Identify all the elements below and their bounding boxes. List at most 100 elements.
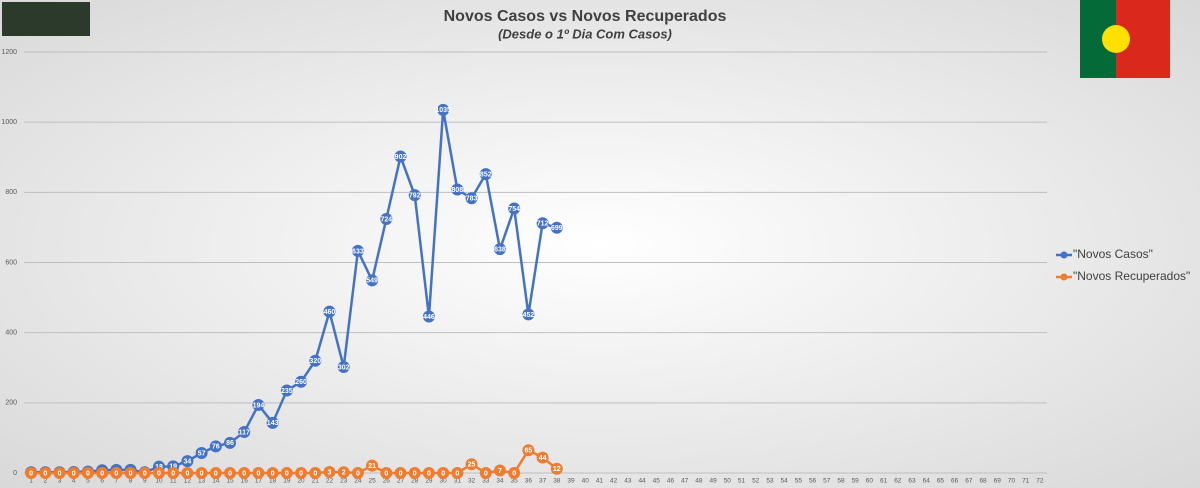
data-point (522, 308, 535, 321)
y-tick-label: 200 (5, 400, 17, 407)
legend-label: "Novos Recuperados" (1073, 269, 1190, 283)
data-point (209, 440, 222, 453)
data-point (508, 467, 521, 479)
data-label: 76 (212, 444, 220, 451)
data-label: 194 (253, 402, 265, 409)
y-tick-label: 1000 (1, 119, 17, 126)
x-tick-label: 43 (624, 478, 632, 485)
data-point (138, 467, 151, 479)
data-label: 0 (114, 470, 118, 477)
x-tick-label: 48 (695, 478, 703, 485)
data-point (309, 467, 322, 479)
data-label: 724 (380, 216, 392, 223)
data-label: 633 (352, 248, 364, 255)
data-label: 0 (214, 470, 218, 477)
data-point (380, 212, 393, 225)
data-label: 21 (368, 463, 376, 470)
flag-emblem (1102, 25, 1130, 53)
data-label: 0 (285, 470, 289, 477)
x-tick-label: 2 (44, 478, 48, 485)
data-point (266, 467, 279, 479)
x-tick-label: 6 (100, 478, 104, 485)
x-tick-label: 28 (411, 478, 419, 485)
x-tick-label: 40 (582, 478, 590, 485)
x-tick-label: 56 (809, 478, 817, 485)
data-point (394, 467, 407, 479)
x-tick-label: 20 (297, 478, 305, 485)
data-point (508, 202, 521, 215)
x-tick-label: 19 (283, 478, 291, 485)
logo (2, 2, 90, 36)
x-tick-label: 34 (496, 478, 504, 485)
data-point (422, 310, 435, 323)
data-point (550, 221, 563, 234)
data-label: 34 (183, 458, 191, 465)
x-tick-label: 27 (397, 478, 405, 485)
data-point (25, 467, 38, 479)
legend-marker (1060, 273, 1068, 281)
legend-label: "Novos Casos" (1073, 247, 1153, 261)
x-tick-label: 3 (58, 478, 62, 485)
x-tick-label: 22 (326, 478, 334, 485)
data-point (238, 467, 251, 479)
data-label: 0 (171, 470, 175, 477)
data-label: 0 (484, 470, 488, 477)
data-label: 638 (494, 247, 506, 254)
data-label: 699 (551, 225, 563, 232)
data-label: 44 (539, 455, 547, 462)
x-tick-label: 65 (937, 478, 945, 485)
data-point (408, 189, 421, 202)
data-point (337, 361, 350, 374)
data-label: 0 (72, 470, 76, 477)
x-tick-label: 62 (894, 478, 902, 485)
data-label: 0 (512, 470, 516, 477)
data-point (167, 467, 180, 479)
x-tick-label: 29 (425, 478, 433, 485)
x-tick-label: 38 (553, 478, 561, 485)
data-point (451, 467, 464, 479)
data-label: 549 (366, 278, 378, 285)
x-tick-label: 52 (752, 478, 760, 485)
x-tick-label: 16 (241, 478, 249, 485)
data-label: 86 (226, 440, 234, 447)
data-label: 0 (228, 470, 232, 477)
data-point (181, 467, 194, 479)
x-tick-label: 46 (667, 478, 675, 485)
data-point (493, 464, 506, 477)
x-tick-label: 60 (866, 478, 874, 485)
data-point (422, 467, 435, 479)
x-tick-label: 33 (482, 478, 490, 485)
data-label: 0 (185, 470, 189, 477)
data-label: 783 (466, 196, 478, 203)
data-point (67, 467, 80, 479)
x-tick-label: 9 (143, 478, 147, 485)
x-tick-label: 53 (766, 478, 774, 485)
data-point (408, 467, 421, 479)
x-tick-label: 8 (129, 478, 133, 485)
x-tick-label: 71 (1022, 478, 1030, 485)
data-label: 0 (129, 470, 133, 477)
data-point (195, 447, 208, 460)
data-point (536, 451, 549, 464)
data-label: 57 (198, 450, 206, 457)
data-point (181, 455, 194, 468)
data-point (493, 243, 506, 256)
chart-title: Novos Casos vs Novos Recuperados (444, 8, 727, 25)
x-tick-label: 41 (596, 478, 604, 485)
data-point (479, 467, 492, 479)
x-tick-label: 5 (86, 478, 90, 485)
y-tick-label: 600 (5, 259, 17, 266)
x-tick-label: 54 (781, 478, 789, 485)
data-point (266, 416, 279, 429)
data-label: 0 (242, 470, 246, 477)
data-point (280, 384, 293, 397)
data-point (224, 436, 237, 449)
x-tick-label: 23 (340, 478, 348, 485)
x-tick-label: 66 (951, 478, 959, 485)
x-tick-label: 67 (965, 478, 973, 485)
data-point (380, 467, 393, 479)
y-tick-label: 1200 (1, 49, 17, 56)
data-point (351, 467, 364, 479)
